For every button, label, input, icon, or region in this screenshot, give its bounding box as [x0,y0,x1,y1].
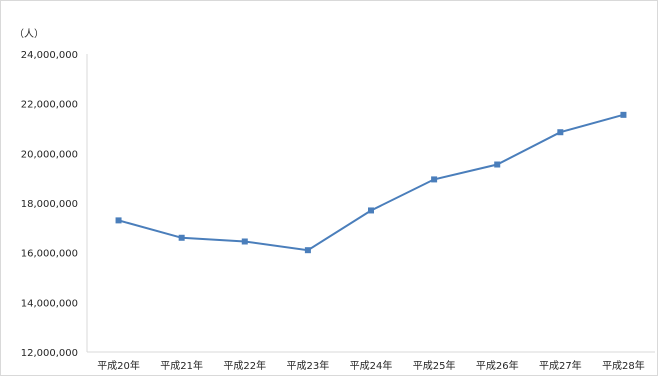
data-point-marker [178,234,185,241]
x-tick-label: 平成28年 [602,359,645,372]
x-tick-label: 平成23年 [287,359,330,372]
y-tick-label: 16,000,000 [21,249,78,260]
series-group [115,111,627,254]
data-point-marker [620,111,627,118]
y-tick-label: 18,000,000 [21,199,78,210]
y-tick-label: 12,000,000 [21,348,78,359]
x-tick-label: 平成25年 [413,359,456,372]
data-point-marker [115,217,122,224]
x-tick-label: 平成21年 [160,359,203,372]
data-point-marker [241,238,248,245]
x-tick-label: 平成22年 [223,359,266,372]
series-line [118,113,624,252]
y-tick-label: 20,000,000 [21,149,78,160]
y-tick-label: 14,000,000 [21,298,78,309]
x-tick-label: 平成27年 [539,359,582,372]
y-tick-label: 24,000,000 [21,50,78,61]
data-point-marker [368,207,374,214]
data-point-marker [304,247,311,254]
y-tick-label: 22,000,000 [21,100,78,111]
x-tick-label: 平成20年 [97,359,140,372]
data-point-marker [494,161,501,168]
x-tick-labels: 平成20年 平成21年 平成22年 平成23年 平成24年 平成25年 平成26年 平成27年… [97,359,645,372]
data-point-marker [557,129,564,136]
y-axis-unit-label: （人） [14,28,44,40]
data-point-marker [431,176,438,183]
y-tick-labels: 12,000,000 14,000,000 16,000,000 18,000,000… [21,50,78,359]
x-tick-label: 平成24年 [350,359,393,372]
x-tick-label: 平成26年 [476,359,519,372]
